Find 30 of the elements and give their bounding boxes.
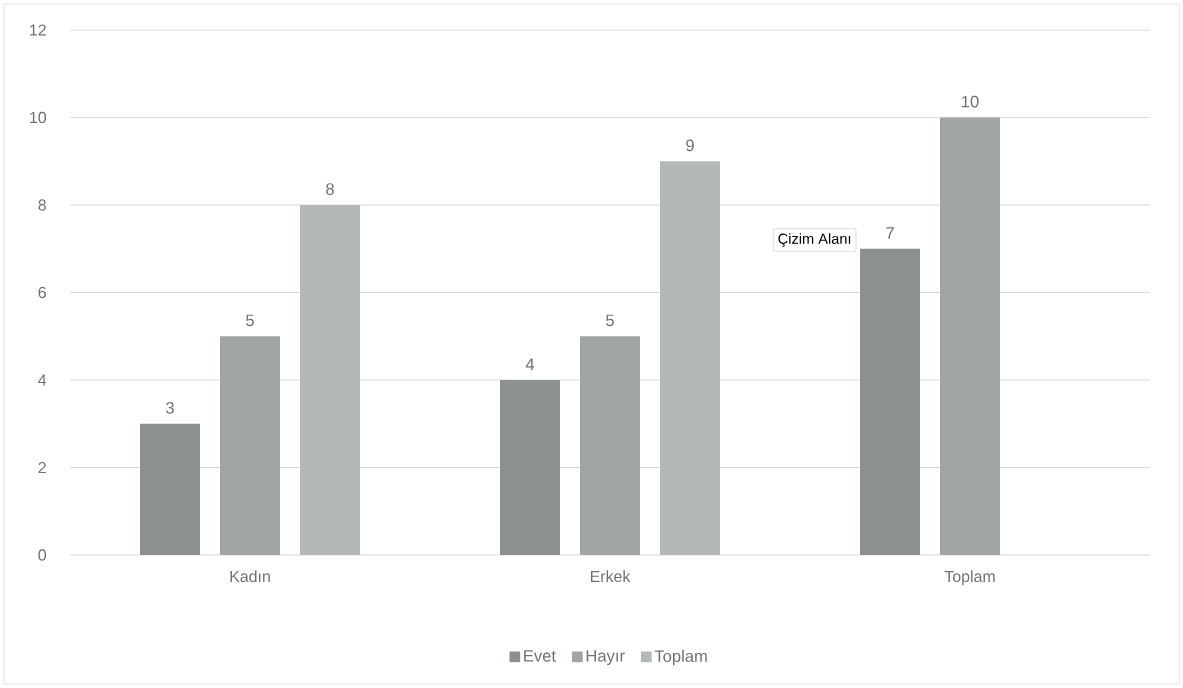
- bar: [220, 336, 280, 555]
- bar: [140, 423, 200, 555]
- y-tick-label: 6: [38, 286, 46, 299]
- y-tick-label: 8: [38, 199, 46, 211]
- data-label: 4: [525, 358, 535, 370]
- legend-label: Toplam: [654, 649, 707, 666]
- y-tick-label: 4: [38, 374, 47, 386]
- data-label: 3: [166, 401, 174, 414]
- data-label: 8: [326, 183, 334, 195]
- bar: [500, 380, 561, 555]
- annotation: Çizim Alanı: [778, 233, 851, 247]
- x-tick-label: Toplam: [944, 570, 995, 586]
- bar: [300, 204, 361, 555]
- bar: [580, 336, 641, 555]
- y-tick-label: 0: [38, 549, 47, 561]
- bar: [940, 117, 1001, 555]
- legend-label: Hayır: [586, 650, 625, 665]
- y-tick-label: 10: [30, 111, 47, 124]
- bar: [860, 248, 921, 555]
- data-label: 7: [886, 227, 894, 239]
- data-label: 5: [246, 314, 254, 327]
- y-tick-label: 2: [38, 461, 46, 474]
- legend-label: Evet: [524, 650, 556, 662]
- bar: [660, 161, 721, 555]
- data-label: 10: [962, 95, 979, 108]
- x-tick-label: Erkek: [590, 570, 631, 583]
- x-tick-label: Kadın: [230, 570, 270, 583]
- y-tick-label: 12: [30, 24, 46, 36]
- data-label: 5: [606, 314, 614, 327]
- data-label: 9: [686, 139, 694, 152]
